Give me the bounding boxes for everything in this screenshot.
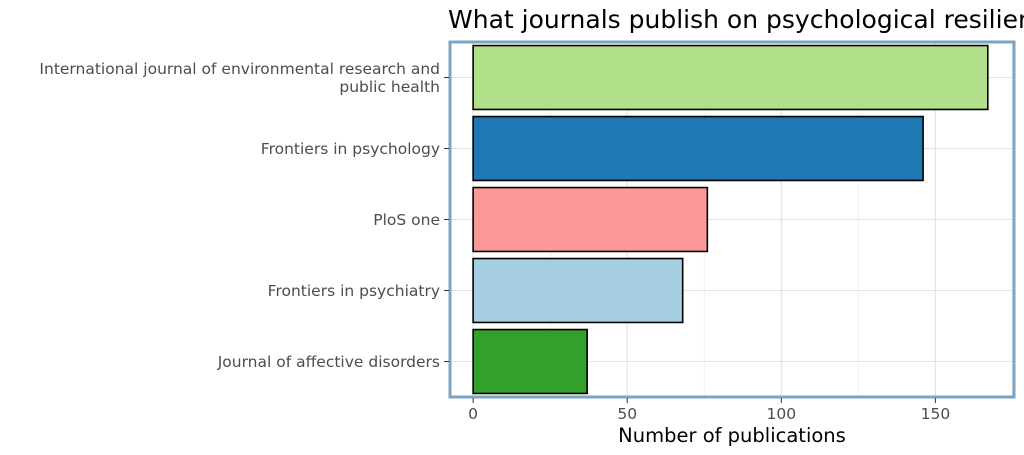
y-tick-label: PloS one [373, 211, 440, 229]
bar [472, 115, 924, 182]
y-tick-label: International journal of environmental r… [39, 60, 440, 96]
y-tick-label: Frontiers in psychiatry [268, 282, 440, 300]
y-axis: International journal of environmental r… [39, 60, 449, 371]
x-tick-label: 50 [617, 405, 637, 423]
bars [472, 44, 989, 395]
x-axis-title: Number of publications [618, 424, 846, 447]
x-tick-label: 100 [767, 405, 797, 423]
x-tick-label: 0 [468, 405, 478, 423]
y-tick-label: Journal of affective disorders [217, 353, 440, 371]
x-axis: 0 50 100 150 [468, 398, 950, 423]
panel-border [448, 40, 1016, 399]
bar [472, 257, 684, 324]
bar [472, 328, 588, 395]
x-tick-label: 150 [921, 405, 951, 423]
chart-title: What journals publish on psychological r… [448, 5, 1024, 34]
bar [472, 44, 989, 111]
bar [472, 186, 709, 253]
y-tick-label: Frontiers in psychology [261, 140, 440, 158]
